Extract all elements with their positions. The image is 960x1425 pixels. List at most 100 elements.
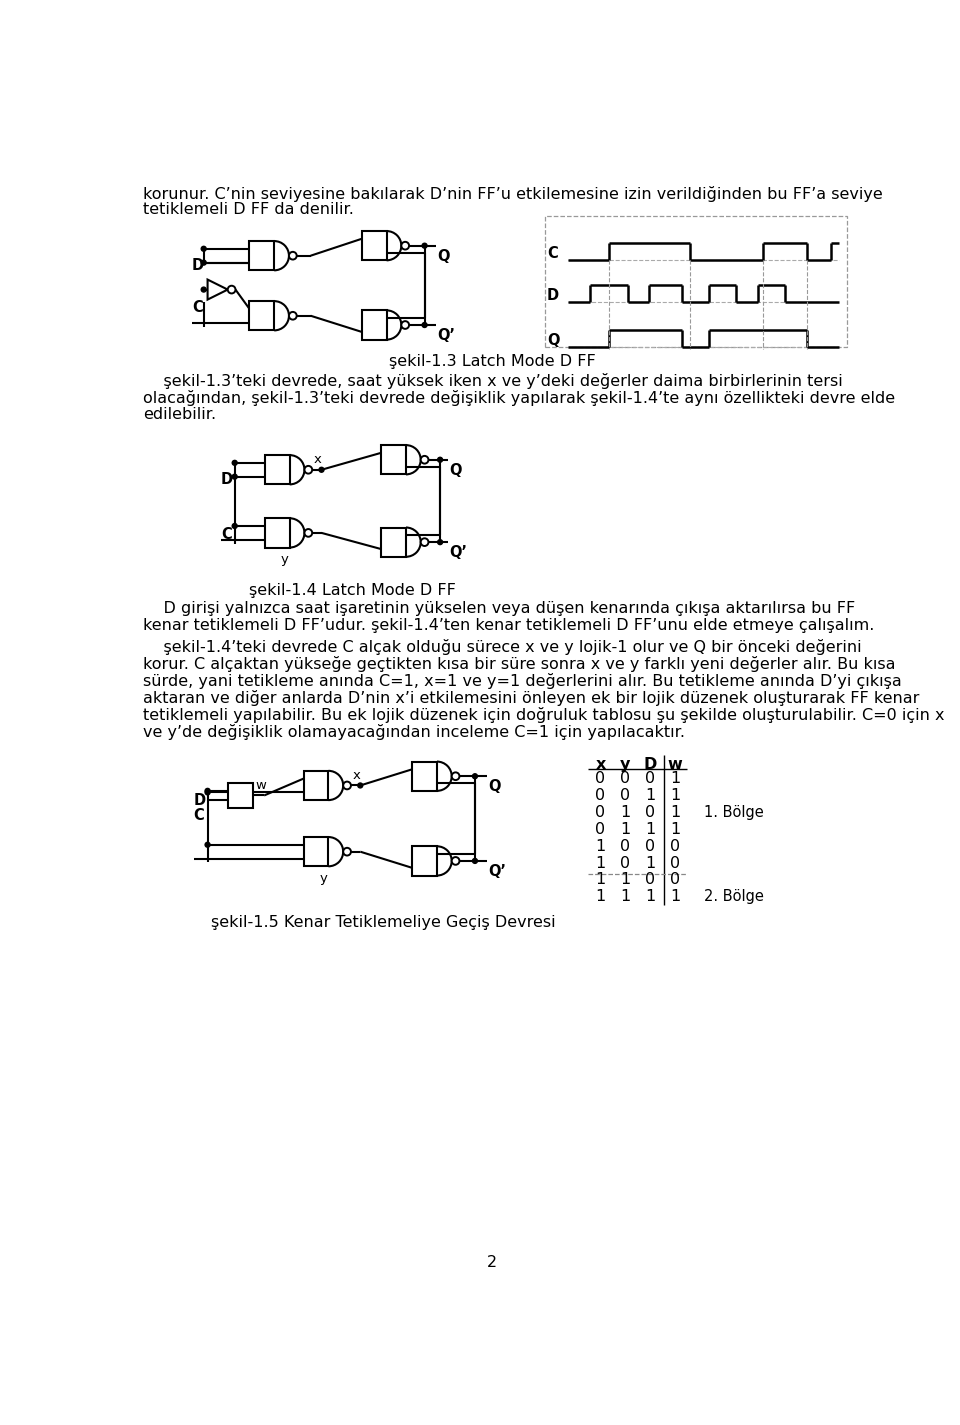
Text: 0: 0	[670, 855, 680, 871]
Text: 0: 0	[645, 805, 655, 819]
Text: şekil-1.5 Kenar Tetiklemeliye Geçiş Devresi: şekil-1.5 Kenar Tetiklemeliye Geçiş Devr…	[211, 915, 556, 931]
Text: D: D	[192, 258, 204, 274]
Circle shape	[422, 322, 427, 328]
Bar	[362, 231, 387, 261]
Text: D: D	[194, 794, 205, 808]
Text: y: y	[280, 553, 288, 566]
Bar	[250, 301, 275, 331]
Text: Q: Q	[547, 332, 560, 348]
Circle shape	[304, 529, 312, 537]
Text: tetiklemeli D FF da denilir.: tetiklemeli D FF da denilir.	[143, 202, 354, 217]
Text: 1: 1	[645, 822, 656, 836]
Text: olacağından, şekil-1.3’teki devrede değişiklik yapılarak şekil-1.4’te aynı özell: olacağından, şekil-1.3’teki devrede deği…	[143, 389, 896, 406]
Text: şekil-1.4’teki devrede C alçak olduğu sürece x ve y lojik-1 olur ve Q bir önceki: şekil-1.4’teki devrede C alçak olduğu sü…	[143, 640, 862, 656]
Circle shape	[319, 467, 324, 472]
Text: 0: 0	[620, 771, 631, 785]
Text: y: y	[620, 757, 631, 772]
Text: D: D	[547, 288, 559, 304]
Text: tetiklemeli yapılabilir. Bu ek lojik düzenek için doğruluk tablosu şu şekilde ol: tetiklemeli yapılabilir. Bu ek lojik düz…	[143, 707, 945, 722]
Text: 1: 1	[620, 889, 631, 905]
Text: 0: 0	[670, 838, 680, 854]
Circle shape	[232, 475, 237, 479]
Circle shape	[438, 457, 443, 462]
Text: 1: 1	[620, 805, 631, 819]
Text: 1: 1	[620, 872, 631, 888]
Bar	[303, 836, 328, 866]
Text: şekil-1.3’teki devrede, saat yüksek iken x ve y’deki değerler daima birbirlerini: şekil-1.3’teki devrede, saat yüksek iken…	[143, 373, 843, 389]
Circle shape	[401, 242, 409, 249]
Bar	[303, 771, 328, 799]
Text: 0: 0	[645, 872, 655, 888]
Circle shape	[202, 261, 206, 265]
Bar	[265, 519, 290, 547]
Text: aktaran ve diğer anlarda D’nin x’i etkilemesini önleyen ek bir lojik düzenek olu: aktaran ve diğer anlarda D’nin x’i etkil…	[143, 690, 920, 705]
Text: C: C	[192, 301, 203, 315]
Text: C: C	[221, 527, 231, 542]
Circle shape	[452, 856, 460, 865]
Text: C: C	[194, 808, 204, 822]
Text: 1: 1	[595, 855, 606, 871]
Circle shape	[452, 772, 460, 779]
Circle shape	[205, 842, 210, 848]
Text: 1: 1	[645, 788, 656, 802]
Text: korur. C alçaktan yükseğe geçtikten kısa bir süre sonra x ve y farklı yeni değer: korur. C alçaktan yükseğe geçtikten kısa…	[143, 656, 896, 673]
Bar	[362, 311, 387, 339]
Text: Q’: Q’	[488, 864, 506, 879]
Text: x: x	[314, 453, 322, 466]
Text: 0: 0	[645, 771, 655, 785]
Text: Q’: Q’	[449, 546, 468, 560]
Text: 1: 1	[670, 889, 680, 905]
Bar	[381, 527, 406, 557]
Bar	[250, 241, 275, 271]
Circle shape	[344, 848, 351, 855]
Circle shape	[205, 789, 210, 795]
Text: 0: 0	[595, 788, 606, 802]
Bar	[412, 846, 437, 875]
Text: 1: 1	[595, 889, 606, 905]
Circle shape	[422, 244, 427, 248]
Text: 0: 0	[595, 771, 606, 785]
Bar	[544, 215, 847, 346]
Circle shape	[232, 523, 237, 529]
Circle shape	[228, 286, 235, 294]
Text: 1: 1	[670, 788, 680, 802]
Circle shape	[344, 781, 351, 789]
Circle shape	[438, 540, 443, 544]
Text: 2: 2	[487, 1255, 497, 1270]
Bar	[412, 761, 437, 791]
Text: 1: 1	[645, 855, 656, 871]
Text: Q: Q	[449, 463, 462, 477]
Text: ve y’de değişiklik olamayacağından inceleme C=1 için yapılacaktır.: ve y’de değişiklik olamayacağından incel…	[143, 724, 685, 740]
Text: 1: 1	[595, 872, 606, 888]
Text: D girişi yalnızca saat işaretinin yükselen veya düşen kenarında çıkışa aktarılır: D girişi yalnızca saat işaretinin yüksel…	[143, 601, 855, 616]
Text: x: x	[595, 757, 606, 772]
Circle shape	[232, 460, 237, 466]
Text: 0: 0	[595, 822, 606, 836]
Bar	[265, 455, 290, 484]
Text: 1: 1	[670, 822, 680, 836]
Text: D: D	[221, 472, 233, 487]
Circle shape	[358, 782, 363, 788]
Circle shape	[420, 539, 428, 546]
Bar	[228, 784, 252, 808]
Text: 1: 1	[645, 889, 656, 905]
Text: w: w	[255, 778, 267, 791]
Circle shape	[289, 312, 297, 319]
Text: 0: 0	[670, 872, 680, 888]
Circle shape	[304, 466, 312, 473]
Circle shape	[472, 858, 477, 864]
Circle shape	[472, 774, 477, 778]
Text: C: C	[547, 245, 558, 261]
Text: 1: 1	[670, 805, 680, 819]
Text: Q’: Q’	[438, 328, 456, 343]
Text: 1: 1	[620, 822, 631, 836]
Text: korunur. C’nin seviyesine bakılarak D’nin FF’u etkilemesine izin verildiğinden b: korunur. C’nin seviyesine bakılarak D’ni…	[143, 187, 883, 202]
Text: 1: 1	[595, 838, 606, 854]
Text: şekil-1.3 Latch Mode D FF: şekil-1.3 Latch Mode D FF	[389, 355, 595, 369]
Circle shape	[401, 321, 409, 329]
Circle shape	[420, 456, 428, 463]
Text: 0: 0	[620, 788, 631, 802]
Text: Q: Q	[488, 779, 500, 794]
Text: D: D	[643, 757, 657, 772]
Circle shape	[202, 286, 206, 292]
